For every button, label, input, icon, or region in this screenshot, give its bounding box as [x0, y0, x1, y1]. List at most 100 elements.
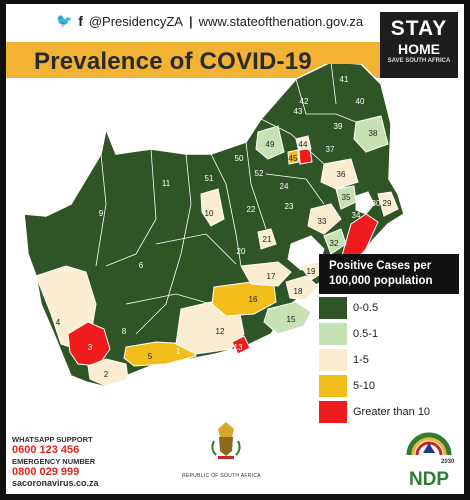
region-district-17 [240, 261, 292, 287]
district-label: 22 [247, 205, 256, 214]
district-label: 15 [287, 315, 296, 324]
district-label: 41 [340, 75, 349, 84]
district-label: 38 [369, 129, 378, 138]
legend-item: 1-5 [319, 346, 459, 372]
legend-swatch [319, 297, 347, 319]
district-label: 37 [326, 145, 335, 154]
region-district-21 [257, 228, 277, 250]
region-district-18 [285, 275, 319, 301]
ndp-label: NDP [409, 469, 449, 489]
badge-line1: STAY [390, 17, 448, 40]
district-label: 8 [122, 327, 127, 336]
region-district-29 [377, 191, 399, 217]
district-label: 34 [352, 211, 361, 220]
emergency-label: EMERGENCY NUMBER [12, 457, 96, 466]
twitter-icon: 🐦 [56, 13, 73, 28]
district-label: 36 [337, 170, 346, 179]
legend-item: 0-0.5 [319, 294, 459, 320]
district-label: 35 [342, 193, 351, 202]
legend-item: 5-10 [319, 372, 459, 398]
legend-swatch [319, 375, 347, 397]
district-label: 39 [334, 122, 343, 131]
legend-swatch [319, 323, 347, 345]
region-district-36 [320, 158, 359, 190]
district-label: 32 [330, 239, 339, 248]
eswatini [355, 191, 375, 215]
region-district-35 [335, 185, 357, 210]
legend-label: 5-10 [353, 380, 376, 392]
region-district-33 [307, 203, 342, 235]
legend-item: Greater than 10 [319, 398, 459, 424]
legend-label: 0.5-1 [353, 328, 379, 340]
district-label: 49 [266, 140, 275, 149]
region-district-13 [231, 335, 251, 355]
district-label: 11 [162, 179, 171, 188]
legend-swatch [319, 349, 347, 371]
district-label: 1 [176, 347, 181, 356]
district-label: 16 [249, 295, 258, 304]
legend: Positive Cases per 100,000 population 0-… [319, 254, 459, 424]
coat-of-arms-caption: REPUBLIC OF SOUTH AFRICA [182, 473, 261, 479]
header-website: www.stateofthenation.gov.za [198, 13, 364, 29]
district-boundaries [95, 64, 357, 335]
legend-title: Positive Cases per 100,000 population [319, 254, 459, 294]
district-label: 4 [56, 318, 61, 327]
district-label: 50 [235, 154, 244, 163]
district-label: 18 [294, 287, 303, 296]
district-label: 51 [205, 174, 214, 183]
legend-label: 0-0.5 [353, 302, 379, 314]
infographic: 🐦 f @PresidencyZA | www.stateofthenation… [6, 4, 464, 494]
coat-of-arms-icon [211, 422, 241, 459]
badge-line3: SAVE SOUTH AFRICA [387, 58, 451, 64]
district-label: 33 [318, 217, 327, 226]
district-label: 21 [263, 235, 272, 244]
district-label: 29 [383, 199, 392, 208]
district-label: 13 [234, 343, 243, 352]
legend-label: 1-5 [353, 354, 369, 366]
header-bar: 🐦 f @PresidencyZA | www.stateofthenation… [6, 4, 426, 38]
facebook-icon: f [78, 13, 83, 29]
region-gauteng-45 [287, 149, 300, 165]
region-district-32 [323, 228, 347, 255]
region-district-15 [263, 301, 312, 335]
district-label: 17 [267, 272, 276, 281]
whatsapp-number: 0600 123 456 [12, 444, 80, 456]
ndp-2030-logo: 2030 NDP [406, 432, 455, 489]
ndp-year: 2030 [441, 459, 455, 465]
district-label: 9 [99, 209, 104, 218]
region-district-3 [67, 321, 111, 367]
district-label: 42 [300, 97, 309, 106]
district-label: 6 [139, 261, 144, 270]
stay-home-badge: STAY HOME SAVE SOUTH AFRICA [380, 12, 458, 78]
district-label: 20 [237, 247, 246, 256]
region-gauteng-red [298, 148, 313, 165]
support-website: sacoronavirus.co.za [12, 478, 99, 488]
region-gauteng-44 [295, 135, 312, 153]
badge-line2: HOME [398, 41, 440, 57]
district-label: 5 [148, 352, 153, 361]
district-label: 43 [294, 107, 303, 116]
district-label: 52 [255, 169, 264, 178]
region-district-49 [255, 125, 285, 160]
district-label: 40 [356, 97, 365, 106]
district-label: 45 [289, 154, 298, 163]
district-label: 2 [104, 370, 109, 379]
legend-label: Greater than 10 [353, 406, 431, 418]
district-label: 10 [205, 209, 214, 218]
region-district-10 [200, 188, 225, 227]
legend-item: 0.5-1 [319, 320, 459, 346]
district-label: 19 [307, 267, 316, 276]
district-label: 3 [88, 343, 93, 352]
region-district-2 [87, 358, 129, 387]
support-contacts: WHATSAPP SUPPORT 0600 123 456 EMERGENCY … [12, 434, 99, 489]
region-district-38 [353, 115, 389, 153]
emergency-number: 0800 029 999 [12, 466, 80, 478]
district-label: 30 [372, 199, 381, 208]
whatsapp-label: WHATSAPP SUPPORT [12, 435, 93, 444]
page-title: Prevalence of COVID-19 [34, 48, 312, 75]
district-label: 12 [216, 327, 225, 336]
district-label: 44 [299, 140, 308, 149]
twitter-handle: @PresidencyZA [88, 13, 183, 29]
district-label: 23 [285, 202, 294, 211]
header-separator: | [188, 13, 193, 29]
